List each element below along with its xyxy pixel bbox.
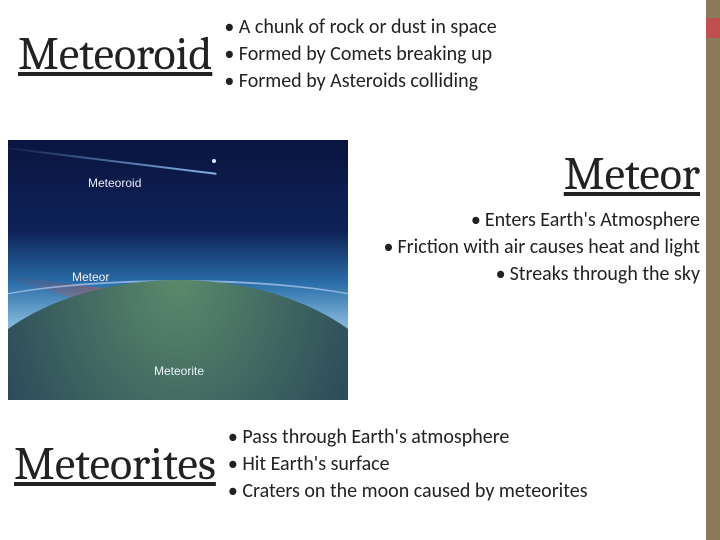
meteoroid-dot xyxy=(212,159,216,163)
bullet-item: •Friction with air causes heat and light xyxy=(360,234,700,261)
bullet-item: Hit Earth's surface xyxy=(228,451,588,478)
bullet-text: Streaks through the sky xyxy=(510,262,700,286)
meteoroid-trail xyxy=(8,146,216,175)
bullet-item: Craters on the moon caused by meteorites xyxy=(228,478,588,505)
diagram-label-meteor: Meteor xyxy=(72,270,109,284)
bullet-item: •Enters Earth's Atmosphere xyxy=(360,207,700,234)
bullet-text: Enters Earth's Atmosphere xyxy=(485,208,700,232)
accent-square xyxy=(706,18,720,38)
bullet-item: Formed by Asteroids colliding xyxy=(224,68,496,95)
diagram-label-meteoroid: Meteoroid xyxy=(88,176,141,190)
meteor-diagram: Meteoroid Meteor Meteorite xyxy=(8,140,348,400)
bullets-meteor: •Enters Earth's Atmosphere •Friction wit… xyxy=(360,207,700,288)
slide-container: Meteoroid A chunk of rock or dust in spa… xyxy=(0,0,720,540)
bullet-item: •Streaks through the sky xyxy=(360,261,700,288)
heading-meteor: Meteor xyxy=(360,148,700,201)
bullet-item: Formed by Comets breaking up xyxy=(224,41,496,68)
diagram-label-meteorite: Meteorite xyxy=(154,364,204,378)
bullet-text: Friction with air causes heat and light xyxy=(397,235,700,259)
bullet-item: Pass through Earth's atmosphere xyxy=(228,424,588,451)
section-meteor: Meteor •Enters Earth's Atmosphere •Frict… xyxy=(360,148,700,288)
bullets-meteorites: Pass through Earth's atmosphere Hit Eart… xyxy=(228,424,588,505)
accent-bar xyxy=(706,0,720,540)
heading-meteoroid: Meteoroid xyxy=(0,28,224,81)
bullets-meteoroid: A chunk of rock or dust in space Formed … xyxy=(224,14,496,95)
section-meteoroid: Meteoroid A chunk of rock or dust in spa… xyxy=(0,14,700,95)
bullet-item: A chunk of rock or dust in space xyxy=(224,14,496,41)
section-meteorites: Meteorites Pass through Earth's atmosphe… xyxy=(0,424,700,505)
heading-meteorites: Meteorites xyxy=(0,438,228,491)
